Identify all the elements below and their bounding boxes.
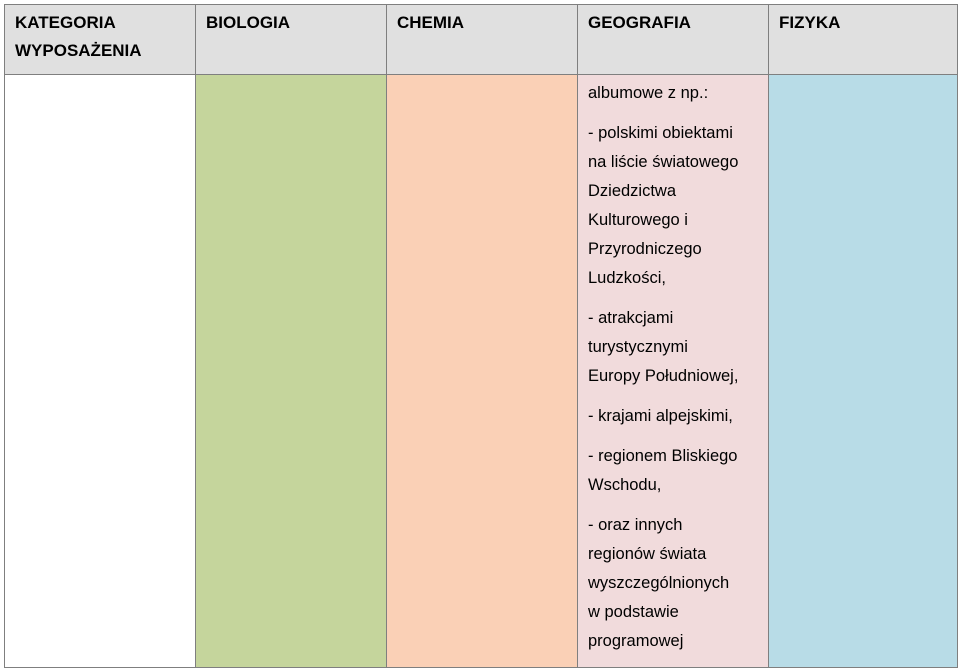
- header-kategoria: KATEGORIA WYPOSAŻENIA: [4, 4, 196, 75]
- equipment-table: KATEGORIA WYPOSAŻENIA BIOLOGIA CHEMIA GE…: [4, 4, 958, 668]
- geografia-paragraph: - polskimi obiektami na liście światoweg…: [588, 124, 739, 287]
- body-row: albumowe z np.: - polskimi obiektami na …: [4, 74, 958, 668]
- header-biologia: BIOLOGIA: [195, 4, 387, 75]
- geografia-paragraph: albumowe z np.:: [588, 84, 709, 102]
- geografia-paragraph: - oraz innych regionów świata wyszczegól…: [588, 516, 730, 650]
- geografia-paragraph: - regionem Bliskiego Wschodu,: [588, 447, 738, 494]
- cell-biologia: [195, 74, 387, 668]
- geografia-paragraph: - atrakcjami turystycznymi Europy Połudn…: [588, 309, 739, 385]
- geografia-paragraph: - krajami alpejskimi,: [588, 407, 733, 425]
- cell-geografia: albumowe z np.: - polskimi obiektami na …: [577, 74, 769, 668]
- header-row: KATEGORIA WYPOSAŻENIA BIOLOGIA CHEMIA GE…: [4, 4, 958, 75]
- cell-kategoria: [4, 74, 196, 668]
- header-geografia: GEOGRAFIA: [577, 4, 769, 75]
- cell-chemia: [386, 74, 578, 668]
- header-fizyka: FIZYKA: [768, 4, 958, 75]
- geografia-content: albumowe z np.: - polskimi obiektami na …: [578, 75, 768, 656]
- header-chemia: CHEMIA: [386, 4, 578, 75]
- cell-fizyka: [768, 74, 958, 668]
